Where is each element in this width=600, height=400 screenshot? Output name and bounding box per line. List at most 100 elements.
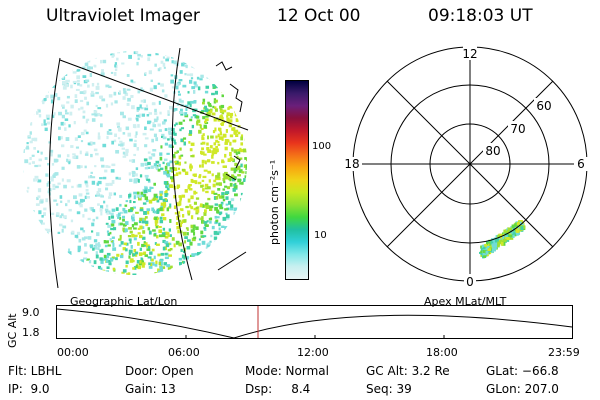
speckle-pixel	[142, 275, 145, 279]
speckle-pixel	[178, 223, 183, 228]
speckle-pixel	[173, 174, 176, 177]
speckle-pixel	[211, 173, 214, 177]
speckle-pixel	[233, 131, 237, 135]
speckle-pixel	[105, 255, 110, 259]
speckle-pixel	[222, 109, 227, 113]
speckle-pixel	[62, 51, 66, 55]
speckle-pixel	[213, 179, 217, 183]
speckle-pixel	[131, 260, 135, 263]
speckle-pixel	[245, 185, 247, 189]
speckle-pixel	[25, 254, 29, 259]
speckle-pixel	[219, 116, 223, 121]
speckle-pixel	[161, 133, 165, 138]
speckle-pixel	[95, 216, 99, 220]
speckle-pixel	[245, 117, 247, 122]
speckle-pixel	[172, 131, 176, 135]
speckle-pixel	[172, 100, 177, 104]
speckle-pixel	[67, 199, 70, 203]
speckle-pixel	[64, 274, 68, 275]
speckle-pixel	[128, 54, 132, 59]
speckle-pixel	[244, 121, 247, 125]
speckle-pixel	[180, 53, 184, 57]
speckle-pixel	[91, 83, 95, 87]
mlt-label-12: 12	[462, 47, 477, 61]
speckle-pixel	[117, 216, 120, 219]
speckle-pixel	[134, 125, 137, 129]
speckle-pixel	[39, 271, 43, 275]
speckle-pixel	[25, 258, 29, 263]
speckle-pixel	[136, 178, 139, 182]
speckle-pixel	[41, 98, 45, 103]
speckle-pixel	[231, 91, 235, 95]
speckle-pixel	[174, 160, 177, 163]
speckle-pixel	[172, 51, 176, 52]
speckle-pixel	[143, 241, 146, 244]
speckle-pixel	[173, 167, 176, 170]
speckle-pixel	[140, 260, 145, 264]
speckle-pixel	[29, 87, 33, 91]
speckle-pixel	[233, 238, 237, 242]
speckle-pixel	[127, 117, 132, 121]
speckle-pixel	[164, 142, 168, 146]
speckle-pixel	[104, 244, 108, 248]
speckle-pixel	[93, 245, 98, 250]
speckle-pixel	[222, 59, 226, 62]
speckle-pixel	[177, 211, 181, 214]
speckle-pixel	[118, 177, 122, 180]
speckle-pixel	[71, 230, 75, 234]
speckle-pixel	[97, 107, 102, 110]
speckle-pixel	[85, 79, 90, 83]
speckle-pixel	[127, 235, 132, 238]
speckle-pixel	[224, 146, 228, 151]
speckle-pixel	[162, 136, 167, 140]
speckle-pixel	[133, 179, 138, 184]
speckle-pixel	[200, 151, 205, 155]
speckle-pixel	[247, 66, 251, 68]
speckle-pixel	[240, 134, 244, 137]
speckle-pixel	[234, 167, 238, 172]
speckle-pixel	[166, 264, 171, 268]
mode-info: Mode: Normal	[245, 364, 329, 378]
speckle-pixel	[125, 221, 129, 225]
speckle-pixel	[163, 231, 168, 236]
speckle-pixel	[229, 134, 234, 138]
speckle-pixel	[153, 210, 157, 214]
speckle-pixel	[236, 155, 239, 160]
speckle-pixel	[147, 210, 150, 215]
speckle-pixel	[211, 150, 215, 154]
speckle-pixel	[205, 205, 210, 210]
speckle-pixel	[183, 64, 188, 67]
speckle-pixel	[217, 161, 220, 165]
speckle-pixel	[85, 53, 90, 56]
speckle-pixel	[231, 87, 236, 91]
speckle-pixel	[106, 252, 111, 256]
speckle-pixel	[147, 57, 151, 62]
speckle-pixel	[205, 115, 209, 118]
speckle-pixel	[23, 222, 26, 226]
speckle-pixel	[34, 103, 38, 107]
speckle-pixel	[117, 212, 121, 217]
speckle-pixel	[237, 174, 241, 177]
speckle-pixel	[23, 258, 27, 263]
speckle-pixel	[231, 147, 234, 152]
speckle-pixel	[180, 248, 183, 253]
speckle-pixel	[171, 237, 175, 241]
speckle-pixel	[244, 108, 247, 111]
speckle-pixel	[66, 95, 70, 99]
speckle-pixel	[62, 258, 67, 262]
speckle-pixel	[214, 215, 218, 219]
speckle-pixel	[162, 205, 166, 209]
speckle-pixel	[50, 57, 55, 62]
speckle-pixel	[91, 113, 96, 116]
speckle-pixel	[168, 169, 173, 173]
speckle-pixel	[209, 77, 213, 80]
speckle-pixel	[246, 262, 247, 266]
speckle-pixel	[114, 64, 117, 68]
altitude-curve	[56, 308, 573, 339]
speckle-pixel	[209, 220, 212, 224]
speckle-pixel	[233, 185, 238, 189]
speckle-pixel	[183, 137, 187, 140]
speckle-pixel	[235, 129, 239, 133]
speckle-pixel	[228, 124, 233, 128]
speckle-pixel	[151, 248, 155, 252]
